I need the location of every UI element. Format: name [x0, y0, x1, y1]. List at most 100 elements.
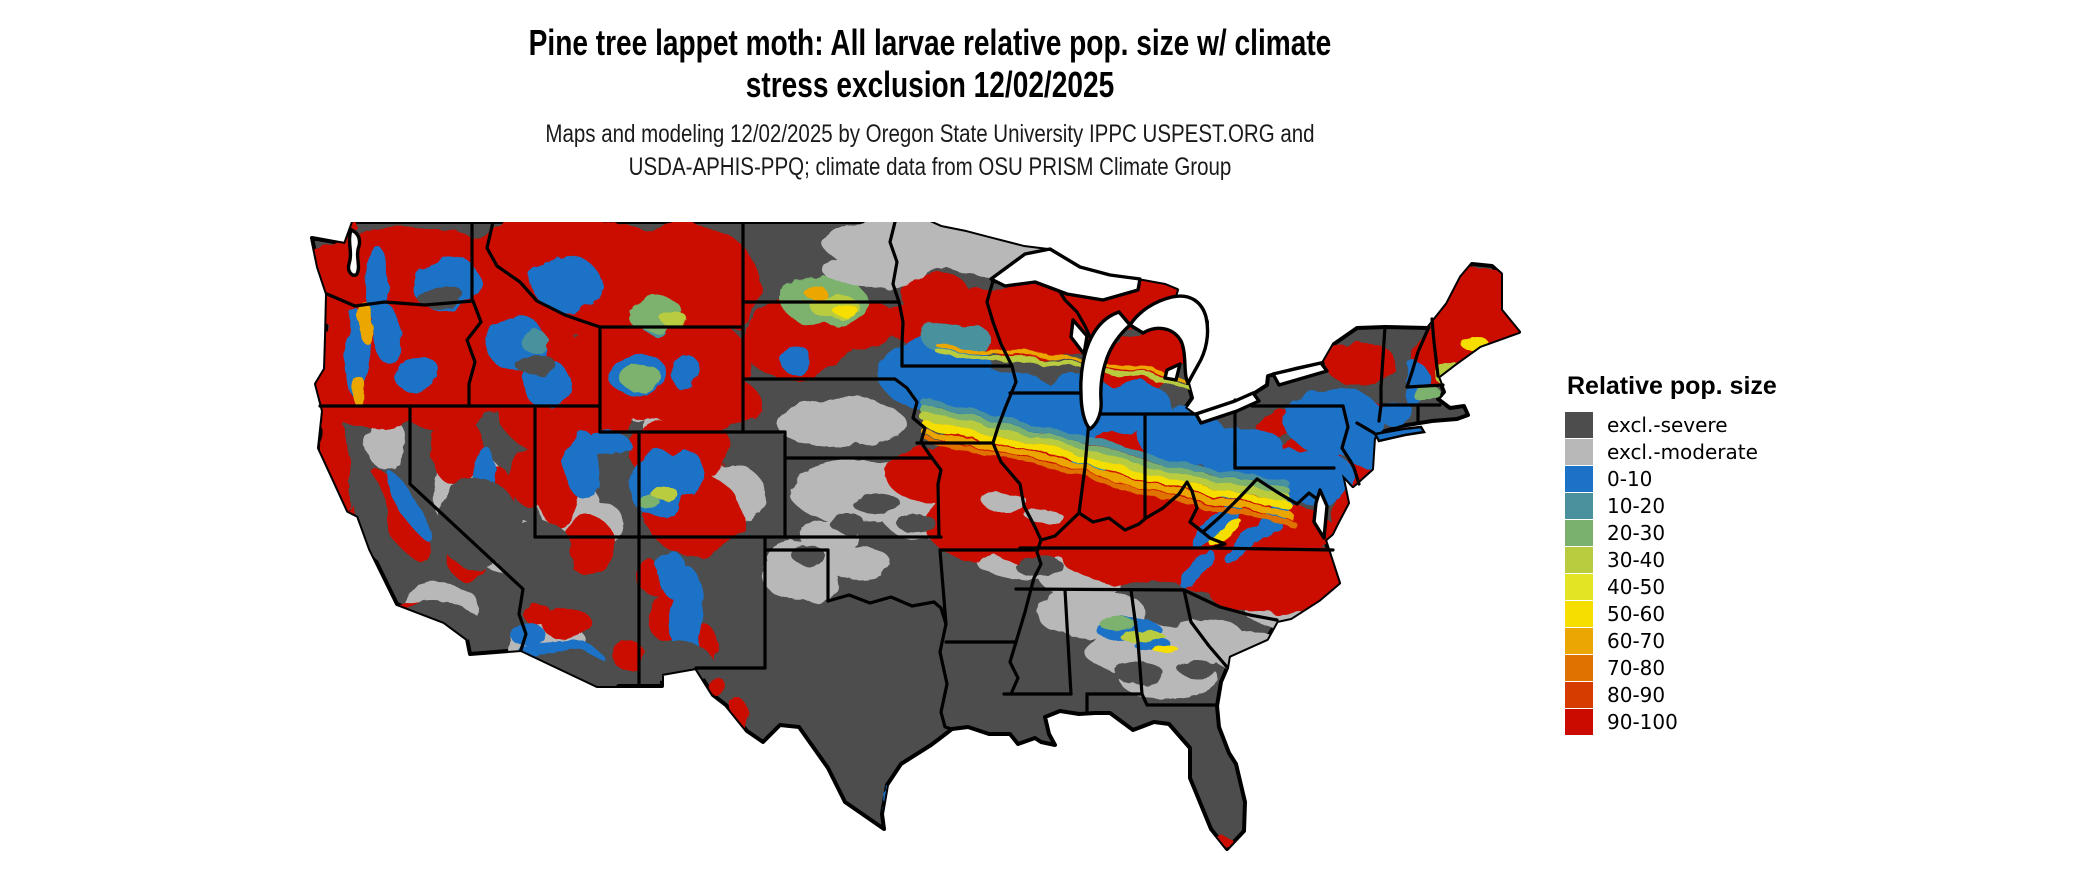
raster-blob — [1209, 518, 1241, 546]
subtitle-line-1: Maps and modeling 12/02/2025 by Oregon S… — [545, 120, 1315, 148]
raster-blob — [372, 306, 402, 362]
legend-item: 90-100 — [1565, 708, 1777, 735]
legend-label: 90-100 — [1607, 709, 1678, 734]
raster-blob — [1191, 858, 1235, 866]
legend-item: excl.-severe — [1565, 411, 1777, 438]
transition-band-south — [919, 399, 1296, 526]
long-island — [1373, 425, 1427, 443]
puget-sound — [346, 228, 362, 277]
raster-blob — [828, 548, 892, 580]
legend-label: 10-20 — [1607, 493, 1666, 518]
raster-blob — [1327, 340, 1395, 388]
raster-blob — [1267, 642, 1307, 666]
raster-blob — [1152, 645, 1178, 653]
legend-title: Relative pop. size — [1567, 372, 1777, 400]
lake-huron — [1128, 294, 1210, 385]
lake-superior — [989, 247, 1142, 302]
legend-label: 0-10 — [1607, 466, 1653, 491]
raster-blob — [640, 497, 662, 511]
raster-blob — [392, 357, 442, 391]
legend: Relative pop. size excl.-severe excl.-mo… — [1565, 372, 1777, 735]
legend-item: 20-30 — [1565, 519, 1777, 546]
raster-blob — [885, 448, 969, 500]
raster-blob — [775, 398, 905, 446]
raster-blob — [1413, 385, 1441, 403]
raster-blob — [1178, 660, 1216, 678]
raster-blob — [1209, 576, 1345, 612]
raster-blob — [1328, 498, 1354, 546]
lake-michigan — [1079, 310, 1132, 431]
raster-blob — [523, 603, 551, 625]
raster-blob — [559, 516, 615, 572]
raster-blob — [673, 355, 701, 393]
legend-item: 0-10 — [1565, 465, 1777, 492]
raster-blob — [533, 256, 601, 312]
page-subtitle: Maps and modeling 12/02/2025 by Oregon S… — [230, 118, 1630, 184]
layer-60-70 — [353, 285, 1495, 407]
raster-blob — [367, 418, 407, 470]
legend-item: 60-70 — [1565, 627, 1777, 654]
raster-blob — [351, 465, 393, 563]
raster-blob — [1475, 350, 1495, 364]
state-borders — [318, 222, 1445, 731]
page-title: Pine tree lappet moth: All larvae relati… — [230, 22, 1630, 106]
legend-swatch — [1565, 681, 1593, 708]
raster-blob — [983, 492, 1027, 512]
legend-swatch — [1565, 600, 1593, 627]
legend-item: 50-60 — [1565, 600, 1777, 627]
raster-blob — [804, 285, 826, 299]
raster-blob — [922, 294, 1018, 326]
raster-blob — [357, 302, 373, 342]
raster-blob — [1118, 629, 1164, 641]
great-lakes — [346, 228, 1329, 540]
legend-label: excl.-moderate — [1607, 439, 1758, 464]
legend-item: 30-40 — [1565, 546, 1777, 573]
raster-blob — [669, 451, 705, 497]
saginaw-bay — [1163, 362, 1182, 382]
legend-label: 50-60 — [1607, 601, 1666, 626]
raster-blob — [1229, 680, 1245, 704]
legend-swatch — [1565, 492, 1593, 519]
legend-item: 40-50 — [1565, 573, 1777, 600]
raster-blob — [1013, 553, 1061, 575]
raster-blob — [433, 635, 443, 641]
raster-blob — [431, 414, 483, 486]
us-map — [310, 222, 1521, 866]
raster-blob — [353, 377, 367, 407]
legend-item: 10-20 — [1565, 492, 1777, 519]
legend-swatch — [1565, 546, 1593, 573]
legend-swatch — [1565, 438, 1593, 465]
legend-label: 20-30 — [1607, 520, 1666, 545]
legend-label: 80-90 — [1607, 682, 1666, 707]
legend-label: 60-70 — [1607, 628, 1666, 653]
raster-blob — [386, 470, 428, 538]
raster-blob — [1251, 657, 1283, 671]
raster-blob — [1224, 524, 1270, 564]
legend-label: 30-40 — [1607, 547, 1666, 572]
raster-blob — [1380, 400, 1414, 428]
raster-blob — [680, 376, 760, 428]
raster-blob — [620, 364, 662, 392]
raster-blob — [515, 353, 555, 375]
raster-blob — [520, 332, 550, 352]
raster-blob — [1098, 617, 1136, 629]
raster-blob — [853, 493, 901, 515]
raster-blob — [638, 561, 662, 593]
raster-blob — [1212, 634, 1302, 674]
raster-blob — [823, 252, 927, 288]
legend-swatch — [1565, 627, 1593, 654]
raster-blob — [790, 545, 824, 563]
title-line-1: Pine tree lappet moth: All larvae relati… — [528, 22, 1332, 63]
raster-blob — [1177, 552, 1217, 586]
legend-label: excl.-severe — [1607, 412, 1728, 437]
raster-blob — [830, 515, 866, 533]
legend-swatch — [1565, 411, 1593, 438]
legend-item: 80-90 — [1565, 681, 1777, 708]
raster-blob — [1190, 501, 1244, 547]
lake-ontario — [1271, 361, 1329, 387]
raster-blob — [708, 674, 722, 694]
legend-swatch — [1565, 465, 1593, 492]
raster-blob — [729, 701, 751, 733]
chesapeake-bay — [1312, 488, 1329, 540]
raster-blob — [1027, 509, 1063, 525]
